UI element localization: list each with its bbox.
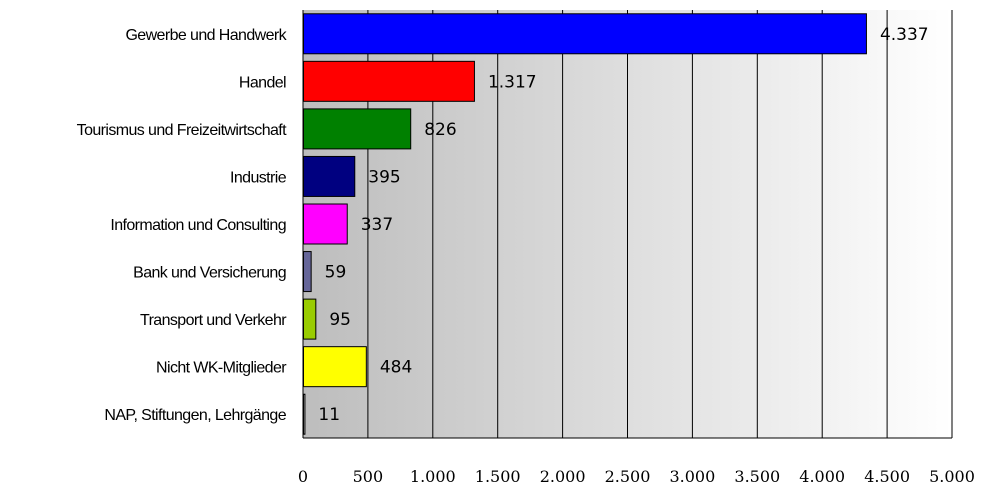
x-tick-label: 4.500 — [864, 467, 910, 486]
x-tick-label: 0 — [298, 467, 308, 486]
category-label: Information und Consulting — [110, 217, 286, 234]
category-label: Tourismus und Freizeitwirtschaft — [77, 122, 287, 139]
value-label: 484 — [380, 358, 412, 378]
x-tick-label: 3.000 — [669, 467, 715, 486]
category-label: Nicht WK-Mitglieder — [156, 360, 287, 377]
category-label: Handel — [239, 74, 286, 91]
category-label: Bank und Versicherung — [133, 265, 286, 282]
x-axis-tick-labels: 0 500 1.000 1.500 2.000 2.500 3.000 3.500 4.000 4… — [298, 467, 975, 486]
x-tick-label: 4.000 — [799, 467, 845, 486]
bar — [303, 155, 356, 197]
category-label: NAP, Stiftungen, Lehrgänge — [104, 407, 286, 424]
category-label: Gewerbe und Handwerk — [125, 27, 287, 44]
value-label: 4.337 — [880, 25, 929, 45]
bar — [303, 346, 367, 388]
value-label: 59 — [325, 263, 347, 283]
category-label: Transport und Verkehr — [140, 312, 287, 329]
value-label: 95 — [329, 310, 351, 330]
grid-lines — [367, 10, 953, 438]
value-label: 337 — [361, 215, 393, 235]
bar — [303, 298, 317, 340]
x-tick-label: 5.000 — [929, 467, 975, 486]
value-labels: 4.337 1.317 826 395 337 59 95 484 11 — [318, 25, 928, 425]
bar — [303, 108, 412, 150]
bar — [303, 203, 348, 245]
value-label: 395 — [368, 167, 400, 187]
x-tick-label: 3.500 — [734, 467, 780, 486]
category-labels: Gewerbe und Handwerk Handel Tourismus und … — [77, 27, 289, 424]
x-tick-label: 1.500 — [475, 467, 521, 486]
category-label: Industrie — [230, 169, 287, 186]
bars — [303, 13, 867, 435]
x-tick-label: 500 — [353, 467, 384, 486]
x-tick-label: 2.000 — [540, 467, 586, 486]
bar — [303, 13, 867, 55]
x-tick-label: 1.000 — [410, 467, 456, 486]
value-label: 826 — [424, 120, 456, 140]
bar — [303, 251, 312, 293]
bar — [303, 60, 475, 102]
value-label: 11 — [318, 405, 340, 425]
bar — [303, 393, 306, 435]
x-tick-label: 2.500 — [605, 467, 651, 486]
value-label: 1.317 — [488, 72, 537, 92]
